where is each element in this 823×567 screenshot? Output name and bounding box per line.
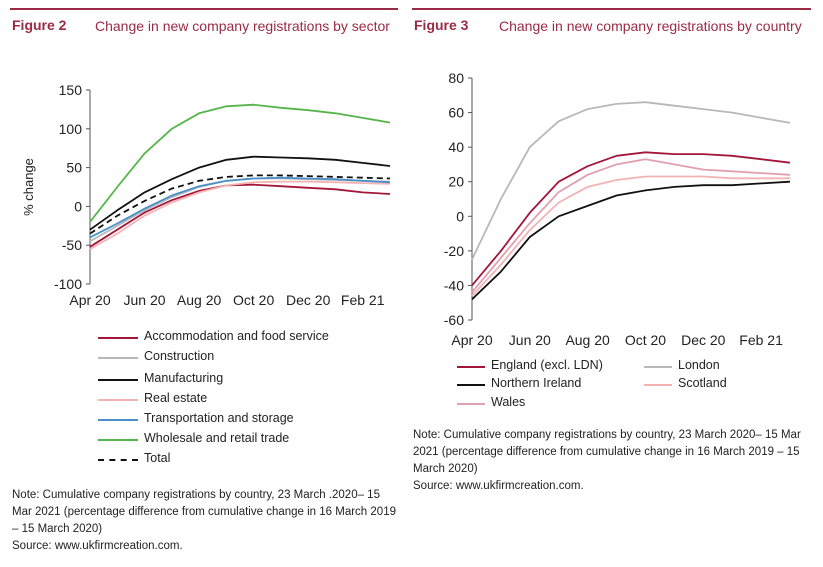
figure-3-chart: -60 -40 -20 0 20 40 60 80 Apr 20 Jun 20 Aug 20 Oct … [444, 70, 791, 348]
series-line-transportation-and-storage [89, 176, 391, 239]
y-tick-label: 80 [448, 70, 464, 86]
legend-swatch [644, 366, 672, 368]
x-tick-label: Dec 20 [681, 332, 726, 348]
y-tick-label: 50 [66, 160, 82, 176]
figure-2-note: Note: Cumulative company registrations b… [12, 489, 396, 535]
figure-3-label: Figure 3 [414, 17, 469, 33]
series-line-northern-ireland [471, 180, 791, 300]
x-tick-label: Apr 20 [69, 292, 110, 308]
legend-label: London [678, 358, 720, 372]
legend-label: Total [144, 451, 171, 465]
x-tick-label: Feb 21 [739, 332, 783, 348]
x-tick-label: Aug 20 [177, 292, 222, 308]
y-tick-label: -20 [444, 243, 464, 259]
legend-label: Wholesale and retail trade [144, 431, 290, 445]
legend-label: England (excl. LDN) [491, 358, 603, 372]
legend-swatch [457, 384, 485, 386]
legend-swatch [457, 366, 485, 368]
y-tick-label: -60 [444, 312, 464, 328]
legend-swatch [98, 419, 138, 421]
figure-2-title: Change in new company registrations by s… [95, 18, 390, 34]
series-line-real-estate [89, 180, 391, 250]
series-line-manufacturing [89, 155, 391, 231]
figure-3-panel: Figure 3 Change in new company registrat… [412, 0, 823, 567]
legend-swatch [457, 403, 485, 405]
figure-2-panel: Figure 2 Change in new company registrat… [0, 0, 398, 567]
legend-swatch [98, 379, 138, 381]
y-tick-label: 100 [59, 121, 83, 137]
legend-swatch [98, 337, 138, 339]
y-tick-label: 40 [448, 139, 464, 155]
y-tick-label: 150 [59, 82, 83, 98]
y-tick-label: 0 [456, 208, 464, 224]
legend-label: Scotland [678, 376, 727, 390]
figure-3-note: Note: Cumulative company registrations b… [413, 429, 801, 475]
legend-label: Wales [491, 395, 526, 409]
figure-3-title: Change in new company registrations by c… [499, 18, 802, 34]
figure-2-top-rule [10, 8, 398, 10]
y-tick-label: 20 [448, 174, 464, 190]
figure-2-chart: -100 -50 0 50 100 150 Apr 20 Jun 20 Aug 20 Oct 20… [21, 82, 391, 308]
x-tick-label: Oct 20 [233, 292, 274, 308]
series-line-wales [471, 158, 791, 293]
series-line-construction [89, 177, 391, 243]
y-tick-label: -40 [444, 277, 464, 293]
figure-3-note-block: Note: Cumulative company registrations b… [413, 427, 813, 495]
series-line-total [89, 174, 391, 235]
y-tick-label: 60 [448, 105, 464, 121]
legend-swatch [98, 357, 138, 359]
series-line-wholesale-and-retail-trade [89, 103, 391, 223]
x-tick-label: Aug 20 [565, 332, 610, 348]
y-tick-label: 0 [74, 198, 82, 214]
x-tick-label: Feb 21 [341, 292, 385, 308]
x-tick-label: Apr 20 [451, 332, 492, 348]
legend-swatch [644, 384, 672, 386]
legend-label: Construction [144, 349, 215, 363]
legend-swatch [98, 439, 138, 441]
legend-label: Northern Ireland [491, 376, 582, 390]
figure-3-source: Source: www.ukfirmcreation.com. [413, 480, 584, 492]
series-line-accommodation-and-food-service [89, 183, 391, 248]
legend-label: Manufacturing [144, 371, 224, 385]
legend-swatch [98, 399, 138, 401]
x-tick-label: Dec 20 [286, 292, 331, 308]
legend-swatch [98, 459, 138, 461]
series-line-london [471, 101, 791, 260]
y-tick-label: -50 [62, 237, 82, 253]
legend-label: Real estate [144, 391, 208, 405]
figure-2-label: Figure 2 [12, 17, 67, 33]
figure-3-top-rule [412, 8, 811, 10]
legend-label: Transportation and storage [144, 411, 294, 425]
y-axis-title: % change [21, 158, 36, 216]
series-line-scotland [471, 175, 790, 297]
y-tick-label: -100 [54, 276, 82, 292]
legend-label: Accommodation and food service [144, 329, 329, 343]
x-tick-label: Jun 20 [124, 292, 166, 308]
x-tick-label: Oct 20 [625, 332, 666, 348]
figure-2-source: Source: www.ukfirmcreation.com. [12, 540, 183, 552]
series-line-england-excl-ldn [471, 151, 791, 286]
figure-2-note-block: Note: Cumulative company registrations b… [12, 487, 397, 555]
x-tick-label: Jun 20 [509, 332, 551, 348]
